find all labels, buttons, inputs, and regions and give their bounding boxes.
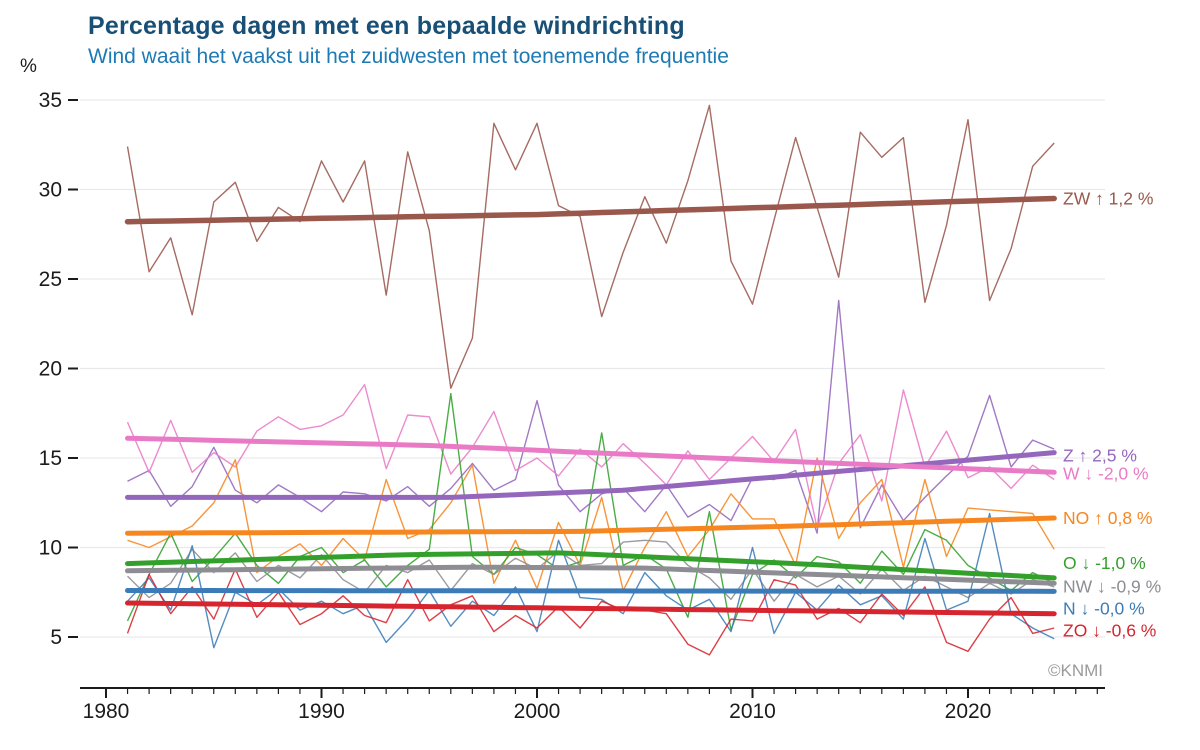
- y-tick-label-35: 35: [39, 89, 62, 112]
- page-title: Percentage dagen met een bepaalde windri…: [88, 12, 685, 40]
- trend-line-NW: [125, 564, 1057, 586]
- y-tick-label-25: 25: [39, 268, 62, 291]
- annual-line-ZW: [126, 104, 1055, 389]
- series-label-ZO: ZO ↓ -0,6 %: [1063, 621, 1156, 641]
- x-tick-label-1990: 1990: [298, 700, 345, 723]
- series-label-NW: NW ↓ -0,9 %: [1063, 576, 1161, 596]
- y-tick-label-30: 30: [39, 179, 62, 202]
- series-label-NO: NO ↑ 0,8 %: [1063, 508, 1152, 528]
- copyright-label: ©KNMI: [1048, 661, 1103, 680]
- y-tick-label-5: 5: [50, 626, 62, 649]
- trend-line-W: [125, 435, 1057, 475]
- series-label-N: N ↓ -0,0 %: [1063, 598, 1145, 618]
- chart-header: Percentage dagen met een bepaalde windri…: [88, 12, 1088, 69]
- x-tick-label-2010: 2010: [729, 700, 776, 723]
- annual-line-Z: [127, 299, 1055, 534]
- x-tick-label-2020: 2020: [945, 700, 992, 723]
- y-tick-label-10: 10: [39, 537, 62, 560]
- series-label-ZW: ZW ↑ 1,2 %: [1063, 188, 1153, 208]
- series-label-O: O ↓ -1,0 %: [1063, 553, 1146, 573]
- series-label-Z: Z ↑ 2,5 %: [1063, 446, 1137, 466]
- trend-line-Z: [125, 450, 1057, 500]
- page-subtitle: Wind waait het vaakst uit het zuidwesten…: [88, 45, 729, 68]
- y-axis-unit-label: %: [20, 56, 37, 77]
- y-tick-label-15: 15: [39, 447, 62, 470]
- trend-line-ZW: [124, 195, 1057, 225]
- x-tick-label-1980: 1980: [83, 700, 130, 723]
- trend-line-ZO: [125, 600, 1057, 617]
- x-tick-label-2000: 2000: [514, 700, 561, 723]
- y-tick-label-20: 20: [39, 358, 62, 381]
- trend-line-NO: [125, 515, 1057, 536]
- annual-line-W: [126, 383, 1055, 529]
- annual-line-O: [126, 392, 1055, 631]
- trend-line-N: [125, 588, 1057, 594]
- series-label-W: W ↓ -2,0 %: [1063, 463, 1149, 483]
- trend-line-O: [125, 550, 1057, 581]
